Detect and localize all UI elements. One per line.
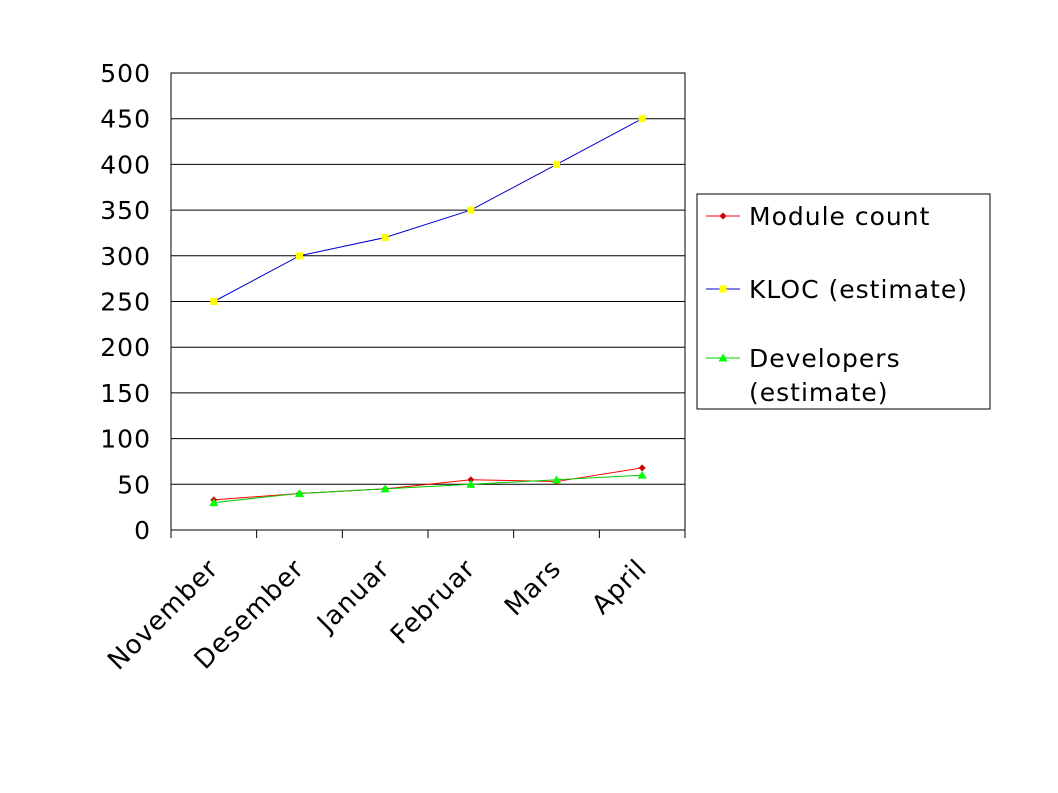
- data-point-marker: [467, 206, 475, 214]
- x-tick-label: April: [586, 554, 653, 621]
- data-point-marker: [637, 470, 647, 479]
- x-tick-label: Januar: [310, 554, 396, 640]
- data-point-marker: [381, 234, 389, 242]
- legend: Module count KLOC (estimate) Developers (es…: [696, 193, 991, 410]
- y-tick-label: 200: [100, 333, 151, 362]
- series-line: [213, 118, 643, 302]
- grid-layer: [170, 72, 686, 531]
- y-tick-label: 350: [100, 196, 151, 225]
- data-point-marker: [553, 160, 560, 168]
- data-point-marker: [467, 476, 475, 484]
- data-point-marker: [638, 464, 646, 472]
- x-tick-label: Mars: [499, 554, 567, 622]
- data-point-marker: [719, 285, 727, 293]
- series-layer: [209, 115, 647, 507]
- series-line: [213, 474, 643, 504]
- y-tick-label: 100: [100, 425, 151, 454]
- legend-label: Developers (estimate): [749, 344, 901, 407]
- data-point-marker: [210, 298, 218, 305]
- data-point-marker: [718, 353, 728, 362]
- data-point-marker: [380, 484, 390, 493]
- series-kloc-estimate: [210, 115, 646, 305]
- legend-box: [696, 193, 991, 410]
- y-tick-label: 150: [100, 379, 151, 408]
- y-tick-label: 250: [100, 288, 151, 317]
- y-tick-label: 400: [100, 150, 151, 179]
- y-tick-label: 450: [100, 105, 151, 134]
- data-point-marker: [638, 115, 646, 123]
- data-point-marker: [719, 212, 727, 220]
- data-point-marker: [552, 475, 561, 484]
- data-point-marker: [466, 479, 476, 488]
- legend-label: KLOC (estimate): [749, 275, 968, 304]
- legend-label: Module count: [749, 202, 930, 231]
- y-tick-label: 0: [134, 516, 151, 545]
- data-point-marker: [296, 252, 303, 260]
- series-developers-estimate: [209, 470, 647, 507]
- y-tick-label: 50: [117, 470, 151, 499]
- x-tick-label: Februar: [385, 554, 482, 651]
- axis-layer: 050100150200250300350400450500NovemberDe…: [100, 59, 686, 676]
- y-tick-label: 300: [100, 242, 151, 271]
- y-tick-label: 500: [100, 59, 151, 88]
- data-point-marker: [295, 488, 304, 497]
- data-point-marker: [209, 498, 219, 507]
